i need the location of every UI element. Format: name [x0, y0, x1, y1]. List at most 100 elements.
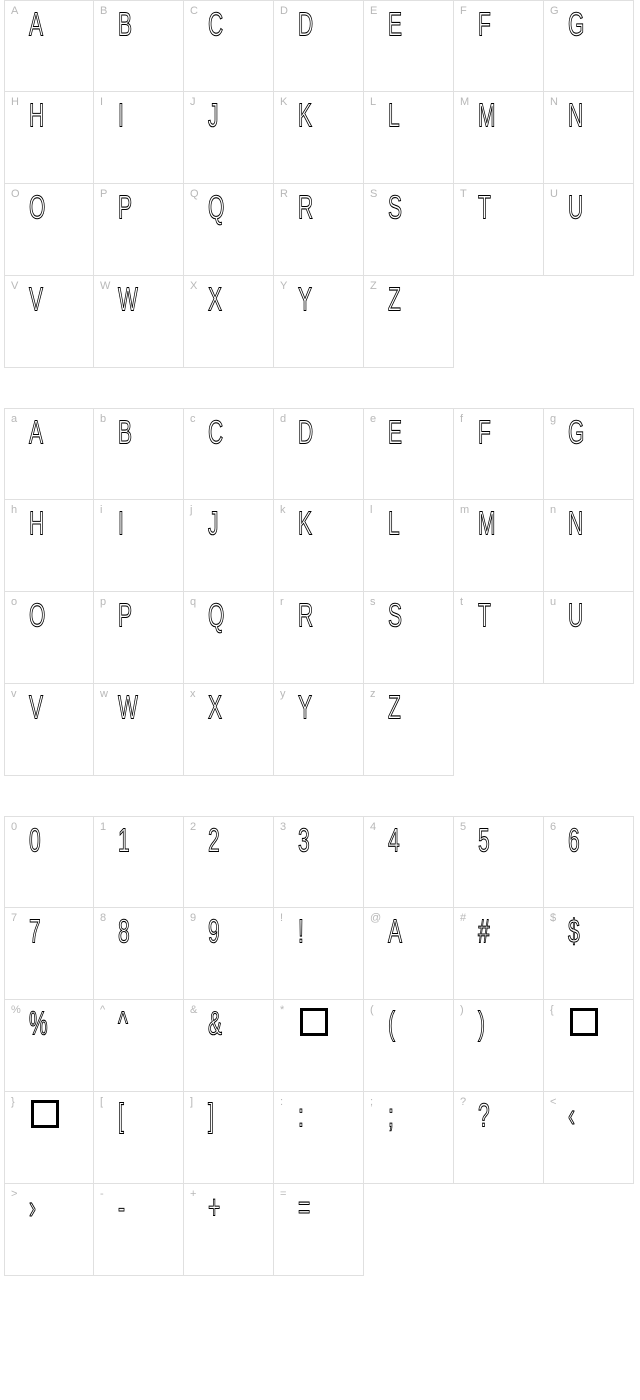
glyph-cell: hH	[4, 500, 94, 592]
glyph-cell: 77	[4, 908, 94, 1000]
glyph-cell: SS	[364, 184, 454, 276]
glyph-cell: kK	[274, 500, 364, 592]
glyph-cell: GG	[544, 0, 634, 92]
cell-glyph	[570, 1008, 598, 1044]
cell-label: 9	[190, 912, 196, 924]
cell-glyph: Y	[298, 282, 311, 319]
cell-glyph: ‹	[568, 1098, 574, 1135]
cell-glyph: U	[568, 598, 582, 635]
cell-glyph: $	[568, 914, 579, 951]
cell-glyph: U	[568, 190, 582, 227]
glyph-cell: vV	[4, 684, 94, 776]
cell-glyph: R	[298, 598, 312, 635]
cell-label: :	[280, 1096, 283, 1108]
cell-glyph: N	[568, 506, 582, 543]
cell-glyph: 0	[29, 823, 40, 860]
cell-label: u	[550, 596, 556, 608]
cell-glyph: I	[118, 98, 123, 135]
glyph-cell: CC	[184, 0, 274, 92]
glyph-grid: AABBCCDDEEFFGGHHIIJJKKLLMMNNOOPPQQRRSSTT…	[4, 0, 636, 368]
empty-cell	[454, 1184, 544, 1276]
cell-glyph: L	[388, 98, 399, 135]
cell-glyph: 5	[478, 823, 489, 860]
cell-label: g	[550, 413, 556, 425]
cell-glyph: 8	[118, 914, 129, 951]
cell-glyph: %	[29, 1006, 47, 1043]
cell-label: R	[280, 188, 288, 200]
cell-glyph: A	[388, 914, 401, 951]
cell-glyph: ;	[388, 1098, 393, 1135]
glyph-cell: ;;	[364, 1092, 454, 1184]
glyph-cell: NN	[544, 92, 634, 184]
cell-glyph: ^	[118, 1006, 127, 1043]
cell-label: {	[550, 1004, 554, 1016]
glyph-cell: iI	[94, 500, 184, 592]
glyph-cell: jJ	[184, 500, 274, 592]
cell-label: 6	[550, 821, 556, 833]
cell-label: M	[460, 96, 469, 108]
cell-label: J	[190, 96, 196, 108]
cell-label: o	[11, 596, 17, 608]
cell-label: w	[100, 688, 108, 700]
cell-label: L	[370, 96, 376, 108]
cell-label: j	[190, 504, 192, 516]
glyph-cell: ??	[454, 1092, 544, 1184]
glyph-cell: rR	[274, 592, 364, 684]
cell-glyph: K	[298, 506, 311, 543]
cell-label: +	[190, 1188, 196, 1200]
glyph-cell: gG	[544, 408, 634, 500]
cell-glyph: -	[118, 1190, 124, 1227]
glyph-cell: <‹	[544, 1092, 634, 1184]
cell-glyph: +	[208, 1190, 220, 1227]
glyph-cell: YY	[274, 276, 364, 368]
cell-glyph: V	[29, 282, 42, 319]
cell-glyph: L	[388, 506, 399, 543]
cell-glyph: I	[118, 506, 123, 543]
glyph-cell: 11	[94, 816, 184, 908]
glyph-cell: --	[94, 1184, 184, 1276]
glyph-cell: 55	[454, 816, 544, 908]
cell-glyph: X	[208, 282, 221, 319]
cell-glyph: D	[298, 7, 312, 44]
glyph-cell: EE	[364, 0, 454, 92]
cell-label: s	[370, 596, 376, 608]
glyph-cell: pP	[94, 592, 184, 684]
cell-label: H	[11, 96, 19, 108]
cell-label: E	[370, 5, 377, 17]
cell-label: Q	[190, 188, 199, 200]
cell-glyph: O	[29, 190, 45, 227]
glyph-cell: cC	[184, 408, 274, 500]
glyph-cell: JJ	[184, 92, 274, 184]
cell-label: 8	[100, 912, 106, 924]
glyph-cell: ]]	[184, 1092, 274, 1184]
cell-glyph: Q	[208, 598, 224, 635]
glyph-cell: tT	[454, 592, 544, 684]
glyph-cell: QQ	[184, 184, 274, 276]
cell-label: W	[100, 280, 110, 292]
cell-label: e	[370, 413, 376, 425]
glyph-cell: TT	[454, 184, 544, 276]
glyph-cell: HH	[4, 92, 94, 184]
glyph-cell: zZ	[364, 684, 454, 776]
glyph-cell: PP	[94, 184, 184, 276]
glyph-cell: %%	[4, 1000, 94, 1092]
cell-label: &	[190, 1004, 197, 1016]
glyph-cell: ^^	[94, 1000, 184, 1092]
empty-cell	[364, 1184, 454, 1276]
cell-label: f	[460, 413, 463, 425]
cell-label: z	[370, 688, 376, 700]
glyph-cell: VV	[4, 276, 94, 368]
cell-label: }	[11, 1096, 15, 1108]
cell-label: n	[550, 504, 556, 516]
cell-glyph: ]	[208, 1098, 213, 1135]
cell-label: 5	[460, 821, 466, 833]
missing-glyph-box	[300, 1008, 328, 1036]
cell-glyph: A	[29, 415, 42, 452]
cell-glyph: Q	[208, 190, 224, 227]
glyph-cell: WW	[94, 276, 184, 368]
glyph-grid: aAbBcCdDeEfFgGhHiIjJkKlLmMnNoOpPqQrRsStT…	[4, 408, 636, 776]
cell-glyph: #	[478, 914, 489, 951]
glyph-cell: dD	[274, 408, 364, 500]
cell-label: p	[100, 596, 106, 608]
cell-glyph: S	[388, 190, 401, 227]
